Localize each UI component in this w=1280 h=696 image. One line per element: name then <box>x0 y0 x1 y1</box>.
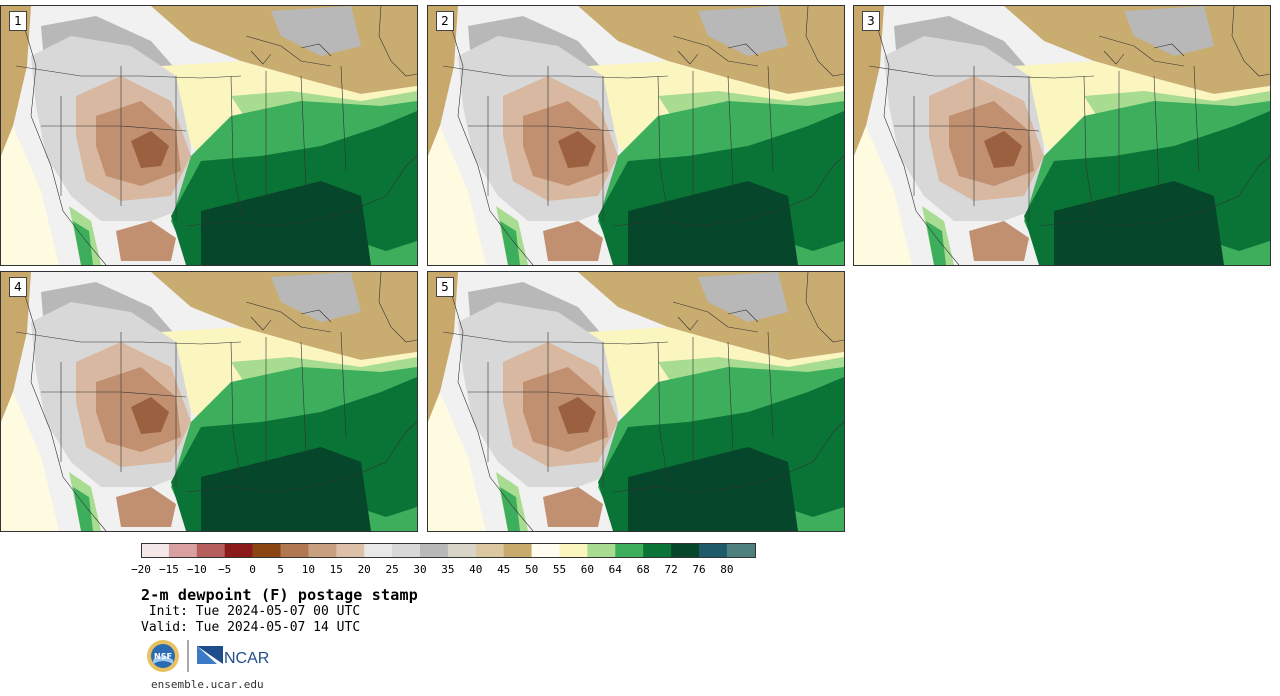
colorbar-tick-label: −15 <box>158 563 179 576</box>
colorbar-tick-label: 68 <box>636 563 650 576</box>
colorbar-tick-label: 72 <box>664 563 678 576</box>
colorbar-swatch <box>587 543 616 558</box>
colorbar-tick-label: 45 <box>497 563 511 576</box>
colorbar-tick-label: 55 <box>552 563 567 576</box>
colorbar-swatch <box>252 543 281 558</box>
panel-number: 3 <box>862 11 880 31</box>
colorbar-swatch <box>168 543 198 558</box>
colorbar-tick-label: 35 <box>441 563 455 576</box>
colorbar-swatch <box>224 543 253 558</box>
colorbar-tick-label: −10 <box>186 563 207 576</box>
colorbar-tick-label: 30 <box>413 563 427 576</box>
colorbar-swatch <box>531 543 560 558</box>
colorbar-tick-label: −5 <box>218 563 232 576</box>
colorbar-swatch <box>475 543 504 558</box>
map-panel-1: 1 <box>0 5 418 266</box>
colorbar-tick-label: 5 <box>277 563 284 576</box>
colorbar-tick-label: 76 <box>692 563 706 576</box>
colorbar-swatch <box>392 543 421 558</box>
map-panel-2: 2 <box>427 5 845 266</box>
map-panel-5: 5 <box>427 271 845 532</box>
colorbar <box>141 543 756 558</box>
colorbar-swatch <box>447 543 477 558</box>
logos: NSF NCAR <box>147 640 269 672</box>
colorbar-swatch <box>615 543 644 558</box>
colorbar-tick-label: 20 <box>357 563 371 576</box>
colorbar-tick-label: 25 <box>385 563 399 576</box>
colorbar-tick-label: 0 <box>249 563 256 576</box>
colorbar-labels: −20 −15 −10 −5 0 5 10 15 20 25 30 35 40 45 50 55 60 64 68 7… <box>131 563 781 577</box>
panel-number: 4 <box>9 277 27 297</box>
site-url: ensemble.ucar.edu <box>151 678 264 691</box>
colorbar-swatch <box>196 543 225 558</box>
colorbar-swatch <box>280 543 309 558</box>
colorbar-tick-label: −20 <box>131 563 151 576</box>
colorbar-tick-label: 80 <box>720 563 734 576</box>
colorbar-swatch <box>420 543 449 558</box>
panel-number: 5 <box>436 277 454 297</box>
colorbar-swatch <box>503 543 532 558</box>
map-panel-4: 4 <box>0 271 418 532</box>
colorbar-swatch <box>643 543 672 558</box>
colorbar-swatch <box>699 543 728 558</box>
init-time: Init: Tue 2024-05-07 00 UTC <box>141 604 361 619</box>
colorbar-swatch <box>559 543 588 558</box>
figure-title: 2-m dewpoint (F) postage stamp <box>141 586 418 604</box>
ncar-logo-text: NCAR <box>224 650 269 667</box>
colorbar-tick-label: 10 <box>301 563 316 576</box>
colorbar-tick-label: 15 <box>329 563 343 576</box>
nsf-logo-icon: NSF <box>147 640 179 672</box>
colorbar-swatch <box>336 543 365 558</box>
colorbar-swatch <box>671 543 700 558</box>
colorbar-tick-label: 64 <box>608 563 622 576</box>
ncar-logo-icon: NCAR <box>197 646 269 667</box>
colorbar-swatch <box>364 543 393 558</box>
colorbar-swatch <box>141 543 170 558</box>
colorbar-tick-label: 60 <box>580 563 595 576</box>
map-panel-3: 3 <box>853 5 1271 266</box>
panel-number: 2 <box>436 11 454 31</box>
colorbar-swatch <box>308 543 337 558</box>
colorbar-swatch <box>726 543 756 558</box>
colorbar-tick-label: 50 <box>524 563 539 576</box>
nsf-logo-text: NSF <box>154 652 172 661</box>
panel-number: 1 <box>9 11 27 31</box>
valid-time: Valid: Tue 2024-05-07 14 UTC <box>141 620 361 635</box>
colorbar-tick-label: 40 <box>469 563 483 576</box>
